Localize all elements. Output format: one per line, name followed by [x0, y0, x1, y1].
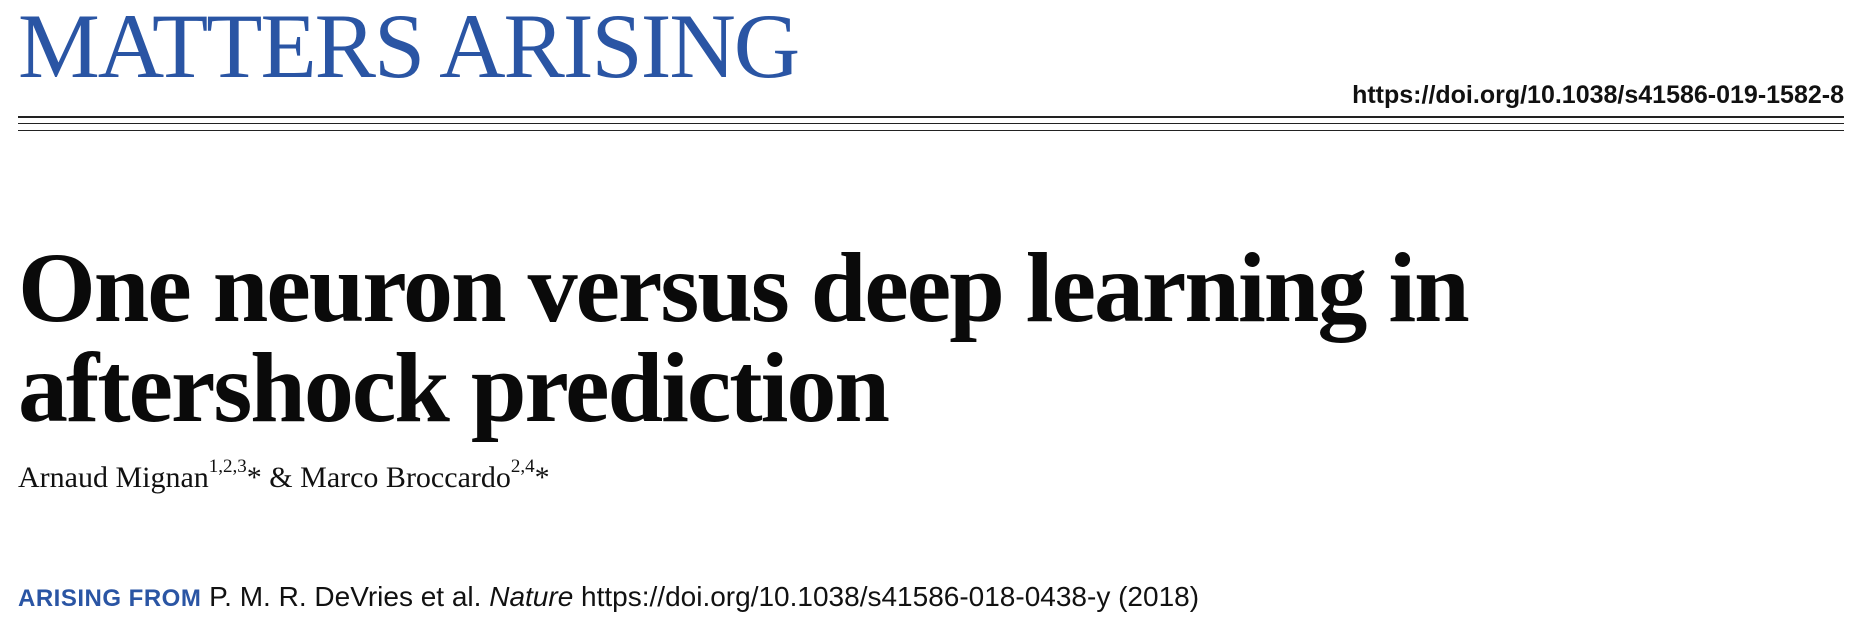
cited-year: (2018)	[1118, 581, 1200, 612]
title-line-1: One neuron versus deep learning in	[18, 232, 1470, 343]
title-line-2: aftershock prediction	[18, 332, 890, 443]
section-label: MATTERS ARISING	[18, 0, 800, 97]
cited-journal: Nature	[489, 581, 574, 612]
author-separator: &	[269, 461, 293, 494]
author-affiliation-refs[interactable]: 1,2,3	[208, 456, 247, 477]
author-name[interactable]: Arnaud Mignan	[18, 461, 209, 494]
header-rule-bottom	[18, 130, 1844, 131]
article-title: One neuron versus deep learning in after…	[18, 238, 1818, 438]
arising-from-label: ARISING FROM	[18, 585, 202, 612]
author-affiliation-refs[interactable]: 2,4	[510, 456, 535, 477]
corresponding-author-mark: *	[246, 461, 262, 494]
header-rule-middle	[18, 123, 1844, 124]
corresponding-author-mark: *	[534, 461, 550, 494]
author-list: Arnaud Mignan1,2,3* & Marco Broccardo2,4…	[18, 457, 550, 496]
header-rule-top	[18, 116, 1844, 118]
article-doi-link[interactable]: https://doi.org/10.1038/s41586-019-1582-…	[1352, 81, 1844, 109]
arising-from-citation: ARISING FROM P. M. R. DeVries et al. Nat…	[18, 580, 1199, 616]
author-name[interactable]: Marco Broccardo	[300, 461, 511, 494]
cited-authors: P. M. R. DeVries et al.	[209, 581, 482, 612]
cited-doi-link[interactable]: https://doi.org/10.1038/s41586-018-0438-…	[581, 581, 1111, 612]
